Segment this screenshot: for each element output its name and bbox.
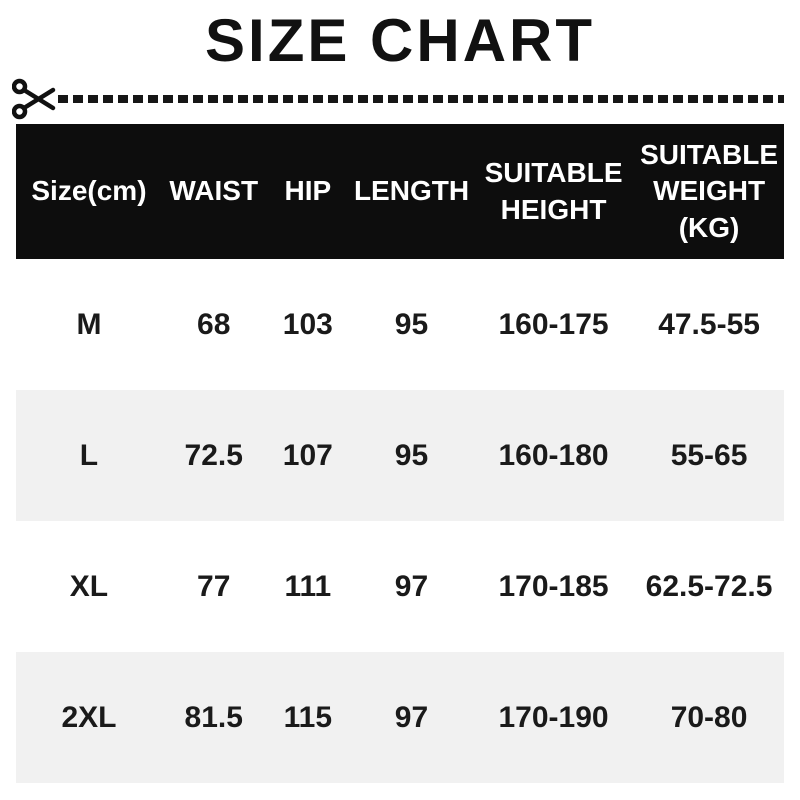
cell-size: M [76,307,102,341]
cell-size: 2XL [61,700,117,734]
cell-weight: 55-65 [670,438,748,472]
cell-hip: 107 [282,438,333,472]
cell-height: 170-185 [498,569,609,603]
cell-length: 95 [394,438,429,472]
cell-hip: 103 [282,307,333,341]
table-row-2xl: 2XL 81.5 115 97 170-190 70-80 [16,652,784,783]
table-row-l: L 72.5 107 95 160-180 55-65 [16,390,784,521]
size-table: Size(cm) WAIST HIP LENGTH SUITABLE HEIGH… [16,124,784,783]
page-title: SIZE CHART [205,7,595,74]
scissors-icon [12,78,56,120]
cell-weight: 47.5-55 [658,307,760,341]
header-cell-length: LENGTH [353,175,470,207]
cell-length: 97 [394,569,429,603]
cell-size: L [79,438,99,472]
cell-weight: 62.5-72.5 [645,569,773,603]
cell-weight: 70-80 [670,700,748,734]
table-row-m: M 68 103 95 160-175 47.5-55 [16,259,784,390]
cell-height: 160-175 [498,307,609,341]
cell-length: 95 [394,307,429,341]
cell-size: XL [69,569,109,603]
header-cell-suitable-height: SUITABLE HEIGHT [484,157,623,225]
cell-length: 97 [394,700,429,734]
cut-line [0,74,800,124]
cell-waist: 72.5 [184,438,243,472]
header-cell-suitable-weight: SUITABLE WEIGHT (KG) [640,138,779,243]
cell-height: 170-190 [498,700,609,734]
header-cell-hip: HIP [284,175,332,207]
cell-waist: 68 [197,307,231,341]
dashed-cut-line [58,95,784,103]
cell-hip: 111 [284,569,332,603]
header-cell-size: Size(cm) [31,175,147,207]
table-header-row: Size(cm) WAIST HIP LENGTH SUITABLE HEIGH… [16,124,784,259]
cell-hip: 115 [283,700,333,734]
table-row-xl: XL 77 111 97 170-185 62.5-72.5 [16,521,784,652]
cell-height: 160-180 [498,438,609,472]
cell-waist: 77 [197,569,231,603]
cell-waist: 81.5 [184,700,243,734]
header-cell-waist: WAIST [169,175,259,207]
